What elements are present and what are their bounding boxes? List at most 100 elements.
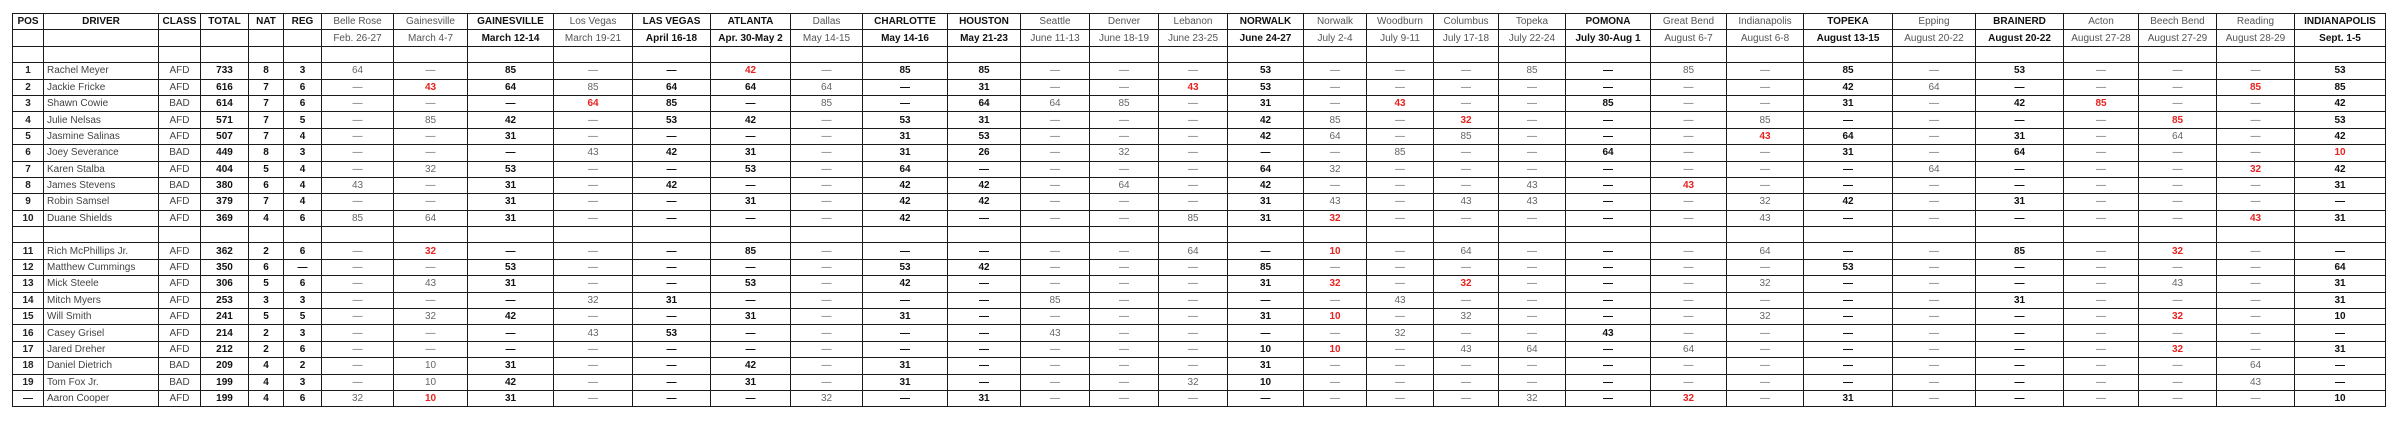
event-result: 31 [467, 193, 554, 211]
event-result: — [2216, 340, 2295, 359]
total-points: 733 [200, 62, 249, 80]
event-result: — [1089, 127, 1159, 146]
total-points: 350 [200, 258, 249, 277]
national-count: 7 [248, 94, 284, 113]
event-date: July 17-18 [1433, 29, 1499, 47]
event-result: — [1892, 144, 1976, 162]
event-result: — [1303, 94, 1367, 113]
driver-position: 16 [12, 324, 44, 342]
event-result: 31 [467, 176, 554, 195]
driver-class: AFD [158, 291, 201, 310]
event-result: — [393, 291, 468, 310]
event-result: — [790, 340, 863, 359]
event-result: — [1020, 160, 1090, 178]
event-result: — [1565, 308, 1651, 326]
event-date: Sept. 1-5 [2294, 29, 2386, 47]
event-result: 31 [710, 144, 791, 162]
event-result: — [1565, 258, 1651, 277]
event-result: — [632, 242, 711, 260]
event-result: — [1498, 308, 1566, 326]
event-result: — [1650, 78, 1727, 96]
event-result: — [2216, 308, 2295, 326]
national-count: 7 [248, 111, 284, 129]
event-result: — [1565, 160, 1651, 178]
event-result: — [467, 242, 554, 260]
regional-count: — [283, 258, 322, 277]
driver-position: 14 [12, 291, 44, 310]
national-count: 8 [248, 62, 284, 80]
driver-name: Rich McPhillips Jr. [43, 242, 159, 260]
event-result: — [947, 373, 1021, 391]
event-result: — [1303, 373, 1367, 391]
event-result: 10 [393, 373, 468, 391]
event-result: 32 [393, 308, 468, 326]
event-result: — [1892, 308, 1976, 326]
driver-class: AFD [158, 160, 201, 178]
event-name: Great Bend [1650, 12, 1727, 31]
event-result: — [1803, 324, 1893, 342]
event-result: — [1303, 144, 1367, 162]
event-result: — [393, 144, 468, 162]
event-result: — [1565, 389, 1651, 408]
event-result: — [1366, 275, 1434, 293]
event-result: — [1803, 357, 1893, 375]
event-result: — [1726, 340, 1804, 359]
event-result: 32 [1089, 144, 1159, 162]
event-result: 85 [947, 62, 1021, 80]
event-result: — [2216, 176, 2295, 195]
regional-count: 6 [283, 389, 322, 408]
event-result: 43 [1366, 94, 1434, 113]
event-result: — [553, 160, 633, 178]
event-result: — [1565, 62, 1651, 80]
event-result: — [1498, 144, 1566, 162]
driver-position: 18 [12, 357, 44, 375]
event-result: — [321, 127, 394, 146]
event-result: 85 [1020, 291, 1090, 310]
event-result: — [1158, 357, 1228, 375]
event-result: — [2063, 176, 2139, 195]
event-result: — [1892, 275, 1976, 293]
event-result: — [947, 209, 1021, 228]
event-result: 31 [467, 275, 554, 293]
event-result: 43 [1366, 291, 1434, 310]
header-row-event-dates: Feb. 26-27 March 4-7 March 12-14 March 19-2… [12, 29, 2386, 47]
event-result: 53 [467, 160, 554, 178]
regional-count: 3 [283, 62, 322, 80]
event-result: — [2216, 324, 2295, 342]
event-result: 31 [1227, 209, 1304, 228]
table-row: — Aaron Cooper AFD 199 4 6 32 10 31— — —32—31— — — — —… [12, 389, 2386, 408]
event-result: — [2216, 62, 2295, 80]
driver-position: 7 [12, 160, 44, 178]
event-result: — [1726, 62, 1804, 80]
event-result: — [1366, 193, 1434, 211]
event-result: 31 [1227, 357, 1304, 375]
event-result: 42 [710, 111, 791, 129]
event-result: 85 [393, 111, 468, 129]
event-result: 32 [393, 242, 468, 260]
event-name: BRAINERD [1975, 12, 2064, 31]
event-result: 31 [862, 144, 948, 162]
regional-count: 2 [283, 357, 322, 375]
event-result: — [790, 111, 863, 129]
event-result: 85 [1158, 209, 1228, 228]
table-row: 4 Julie Nelsas AFD 571 7 5—85 42—53 42—53 31— — —4… [12, 111, 2386, 129]
event-result: 85 [1303, 111, 1367, 129]
event-result: 32 [2216, 160, 2295, 178]
national-count: 7 [248, 78, 284, 96]
event-result: — [1726, 291, 1804, 310]
event-result: — [1366, 209, 1434, 228]
driver-position: 2 [12, 78, 44, 96]
event-result: — [1366, 127, 1434, 146]
event-result: — [1303, 324, 1367, 342]
event-result: 85 [1565, 94, 1651, 113]
event-result: 43 [1498, 176, 1566, 195]
event-result: — [632, 275, 711, 293]
event-result: 85 [553, 78, 633, 96]
event-result: — [1303, 389, 1367, 408]
event-result: — [321, 94, 394, 113]
event-result: — [1803, 242, 1893, 260]
event-result: 42 [1975, 94, 2064, 113]
driver-class: AFD [158, 275, 201, 293]
event-date: July 30-Aug 1 [1565, 29, 1651, 47]
event-result: 31 [710, 373, 791, 391]
